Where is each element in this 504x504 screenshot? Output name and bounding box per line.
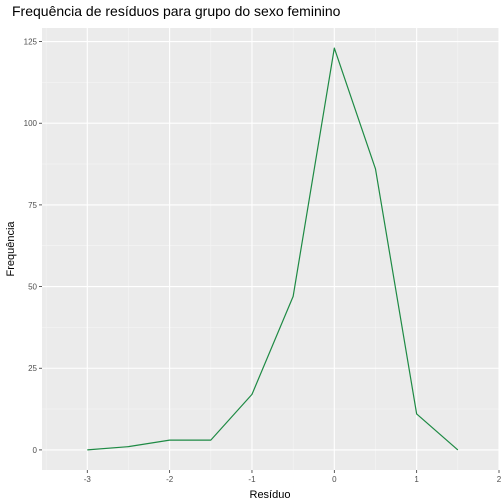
x-tick-label: -2 xyxy=(166,475,174,484)
y-tick-label: 0 xyxy=(33,446,38,455)
x-axis-ticks: -3 -2 -1 0 1 2 xyxy=(84,470,502,484)
x-axis-title: Resíduo xyxy=(250,489,291,501)
plot-panel xyxy=(42,28,499,470)
minor-gridlines xyxy=(42,28,499,470)
series-layer xyxy=(87,47,459,451)
series-line xyxy=(87,47,459,451)
y-axis-ticks: 0 25 50 75 100 125 xyxy=(24,38,42,455)
x-tick-label: -1 xyxy=(248,475,256,484)
y-tick-label: 100 xyxy=(24,119,38,128)
y-tick-label: 125 xyxy=(24,38,38,47)
chart-title: Frequência de resíduos para grupo do sex… xyxy=(12,3,341,19)
x-tick-label: 0 xyxy=(332,475,337,484)
x-tick-label: 1 xyxy=(414,475,419,484)
x-tick-label: 2 xyxy=(497,475,502,484)
y-axis-title: Frequência xyxy=(5,221,17,277)
x-tick-label: -3 xyxy=(84,475,92,484)
y-tick-label: 50 xyxy=(28,283,37,292)
y-tick-label: 75 xyxy=(28,201,37,210)
y-tick-label: 25 xyxy=(28,364,37,373)
major-gridlines xyxy=(42,28,500,470)
